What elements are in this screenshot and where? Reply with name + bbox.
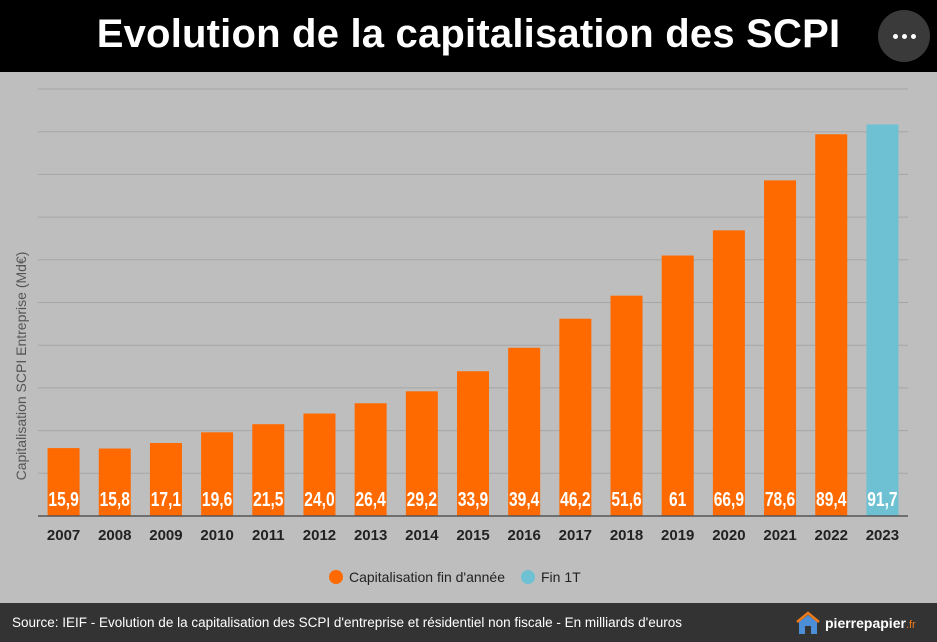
bar-2017 [559, 318, 592, 516]
bar-2012 [303, 413, 336, 516]
bar-2007 [47, 448, 80, 516]
x-tick-label: 2020 [712, 527, 745, 544]
x-tick-label: 2011 [252, 527, 285, 544]
more-dot-icon [893, 34, 898, 39]
bar-2009 [149, 442, 182, 516]
bar-value-label: 66,9 [714, 488, 744, 510]
x-tick-label: 2022 [815, 527, 848, 544]
bar-value-label: 17,1 [151, 488, 181, 510]
legend-label: Fin 1T [541, 569, 581, 585]
bar-value-label: 39,4 [509, 488, 539, 510]
bar-value-label: 61 [669, 488, 686, 510]
pierrepapier-logo[interactable]: pierrepapier.fr [795, 609, 916, 637]
x-tick-label: 2015 [456, 527, 489, 544]
bar-2014 [405, 391, 438, 516]
bar-2015 [457, 371, 489, 516]
bar-value-label: 33,9 [458, 488, 488, 510]
bar-value-label: 26,4 [355, 488, 385, 510]
x-tick-label: 2007 [47, 527, 80, 544]
more-dot-icon [911, 34, 916, 39]
x-tick-label: 2012 [303, 527, 336, 544]
bar-2023 [866, 124, 899, 516]
y-axis-label: Capitalisation SCPI Entreprise (Md€) [13, 252, 29, 481]
more-options-button[interactable] [878, 10, 930, 62]
x-tick-label: 2009 [149, 527, 182, 544]
x-tick-label: 2016 [507, 527, 540, 544]
chart-title: Evolution de la capitalisation des SCPI [96, 12, 841, 56]
bar-value-label: 21,5 [253, 488, 283, 510]
x-tick-label: 2013 [354, 527, 387, 544]
bar-value-label: 15,8 [100, 488, 130, 510]
bar-value-label: 51,6 [611, 488, 641, 510]
x-tick-label: 2021 [763, 527, 796, 544]
bar-2018 [610, 295, 643, 516]
legend-marker [329, 570, 343, 584]
x-tick-label: 2019 [661, 527, 694, 544]
x-tick-label: 2008 [98, 527, 131, 544]
logo-text: pierrepapier.fr [825, 615, 916, 631]
bar-2008 [98, 448, 131, 516]
legend-marker [521, 570, 535, 584]
x-tick-label: 2017 [559, 527, 592, 544]
bar-value-label: 78,6 [765, 488, 795, 510]
x-tick-label: 2010 [200, 527, 233, 544]
legend-label: Capitalisation fin d'année [349, 569, 505, 585]
bar-value-label: 46,2 [560, 488, 590, 510]
bar-value-label: 24,0 [304, 488, 334, 510]
bar-2022 [815, 134, 848, 516]
footer-bar: Source: IEIF - Evolution de la capitalis… [0, 603, 937, 642]
bar-chart: Capitalisation SCPI Entreprise (Md€) 15,9… [13, 88, 908, 585]
header-bar: Evolution de la capitalisation des SCPI [0, 0, 937, 72]
bar-2011 [252, 424, 285, 516]
bar-2013 [354, 403, 387, 516]
bar-value-label: 91,7 [867, 488, 897, 510]
bar-2019 [661, 255, 694, 516]
more-dot-icon [902, 34, 907, 39]
x-tick-label: 2018 [610, 527, 643, 544]
source-note: Source: IEIF - Evolution de la capitalis… [12, 615, 682, 630]
bar-2016 [508, 347, 541, 516]
bar-value-label: 29,2 [407, 488, 437, 510]
bar-2021 [764, 180, 797, 516]
x-tick-label: 2014 [405, 527, 439, 544]
bar-value-label: 19,6 [202, 488, 232, 510]
x-tick-label: 2023 [866, 527, 899, 544]
house-logo-icon [796, 611, 820, 634]
bar-value-label: 89,4 [816, 488, 846, 510]
bar-value-label: 15,9 [48, 488, 78, 510]
bar-2020 [712, 230, 745, 516]
bar-2010 [201, 432, 234, 516]
